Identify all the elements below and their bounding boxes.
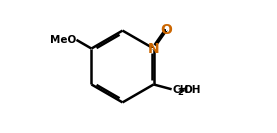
- Text: 2: 2: [177, 88, 183, 97]
- Text: MeO: MeO: [50, 35, 76, 45]
- Text: #cc6600: #cc6600: [150, 48, 157, 49]
- Text: CH: CH: [173, 85, 189, 95]
- Text: O: O: [161, 23, 173, 37]
- Text: N: N: [148, 41, 160, 56]
- Text: OH: OH: [184, 85, 201, 95]
